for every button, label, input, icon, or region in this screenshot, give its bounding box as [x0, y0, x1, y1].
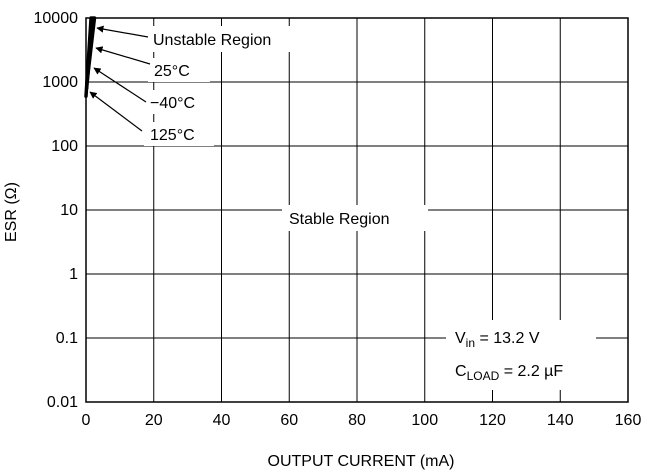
unstable-region-label: Unstable Region — [153, 32, 271, 49]
y-tick-label: 0.1 — [56, 330, 78, 347]
conditions-bg — [446, 320, 596, 390]
y-tick-label: 0.01 — [47, 394, 78, 411]
vin-symbol: V — [455, 330, 466, 347]
y-tick-label: 1 — [69, 266, 78, 283]
label-25c: 25°C — [154, 63, 190, 80]
x-tick-label: 60 — [280, 412, 298, 429]
vin-condition: Vin = 13.2 V — [455, 330, 540, 350]
label-25c-bg — [148, 58, 210, 82]
x-tick-labels: 0 20 40 60 80 100 120 140 160 — [82, 412, 642, 429]
arrow-125c — [89, 91, 143, 132]
label-125c-bg — [144, 122, 214, 146]
series-group — [84, 16, 97, 98]
y-tick-label: 100 — [51, 138, 78, 155]
cload-symbol: C — [455, 363, 467, 380]
y-tick-label: 10 — [60, 202, 78, 219]
label-minus40c: −40°C — [150, 95, 195, 112]
cload-value: = 2.2 µF — [499, 363, 563, 380]
unstable-label-bg — [148, 26, 312, 52]
x-axis-label: OUTPUT CURRENT (mA) — [268, 453, 455, 470]
x-tick-label: 40 — [213, 412, 231, 429]
x-tick-label: 20 — [145, 412, 163, 429]
stable-region-label: Stable Region — [289, 211, 390, 228]
x-tick-label: 0 — [82, 412, 91, 429]
x-tick-label: 80 — [348, 412, 366, 429]
label-m40c-bg — [146, 90, 216, 114]
plot-frame — [85, 17, 629, 403]
x-tick-label: 100 — [411, 412, 438, 429]
y-tick-label: 1000 — [42, 74, 78, 91]
series-line-2 — [84, 16, 93, 98]
stable-label-bg — [282, 205, 428, 231]
x-tick-label: 120 — [479, 412, 506, 429]
cload-condition: CLOAD = 2.2 µF — [455, 363, 563, 383]
y-axis-label: ESR (Ω) — [3, 182, 20, 242]
vin-subscript: in — [466, 336, 475, 350]
x-tick-label: 160 — [615, 412, 642, 429]
y-tick-label: 10000 — [34, 10, 79, 27]
label-arrows — [89, 25, 151, 132]
arrow-minus40c — [93, 67, 147, 103]
y-tick-labels: 0.01 0.1 1 10 100 1000 10000 — [34, 10, 79, 411]
x-tick-label: 140 — [547, 412, 574, 429]
vin-value: = 13.2 V — [475, 330, 540, 347]
label-125c: 125°C — [150, 127, 195, 144]
unstable-arrow — [96, 25, 149, 38]
cload-subscript: LOAD — [467, 369, 500, 383]
arrow-25c — [95, 46, 151, 65]
